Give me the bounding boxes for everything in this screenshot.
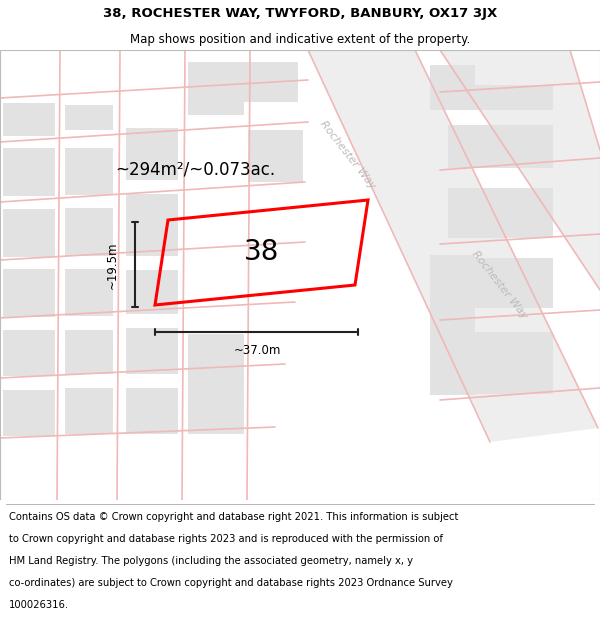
Text: 38: 38: [244, 238, 280, 266]
Bar: [3, 269, 55, 317]
Bar: [65, 148, 113, 195]
Bar: [126, 270, 178, 314]
Text: to Crown copyright and database rights 2023 and is reproduced with the permissio: to Crown copyright and database rights 2…: [9, 534, 443, 544]
Bar: [126, 128, 178, 180]
Bar: [126, 328, 178, 374]
Bar: [3, 330, 55, 376]
Bar: [188, 62, 298, 102]
Bar: [126, 194, 178, 256]
Bar: [3, 209, 55, 257]
Bar: [188, 87, 244, 115]
Bar: [448, 125, 553, 168]
Text: co-ordinates) are subject to Crown copyright and database rights 2023 Ordnance S: co-ordinates) are subject to Crown copyr…: [9, 578, 453, 588]
Bar: [448, 188, 553, 238]
Bar: [3, 103, 55, 136]
Bar: [65, 105, 113, 130]
Text: Rochester Way: Rochester Way: [319, 119, 377, 191]
Bar: [448, 258, 553, 308]
Text: Map shows position and indicative extent of the property.: Map shows position and indicative extent…: [130, 32, 470, 46]
Bar: [126, 388, 178, 434]
Bar: [65, 208, 113, 256]
Text: ~37.0m: ~37.0m: [233, 344, 281, 356]
Polygon shape: [440, 50, 600, 290]
Text: HM Land Registry. The polygons (including the associated geometry, namely x, y: HM Land Registry. The polygons (includin…: [9, 556, 413, 566]
Bar: [248, 130, 303, 182]
Bar: [65, 330, 113, 374]
Bar: [3, 148, 55, 196]
Bar: [430, 65, 475, 110]
Text: ~294m²/~0.073ac.: ~294m²/~0.073ac.: [115, 161, 275, 179]
Text: ~19.5m: ~19.5m: [106, 241, 119, 289]
Polygon shape: [308, 50, 598, 442]
Bar: [188, 334, 244, 434]
Bar: [65, 388, 113, 434]
Text: 38, ROCHESTER WAY, TWYFORD, BANBURY, OX17 3JX: 38, ROCHESTER WAY, TWYFORD, BANBURY, OX1…: [103, 8, 497, 21]
Bar: [430, 255, 475, 395]
Bar: [65, 269, 113, 316]
Text: Rochester Way: Rochester Way: [470, 249, 530, 321]
Text: Contains OS data © Crown copyright and database right 2021. This information is : Contains OS data © Crown copyright and d…: [9, 512, 458, 522]
Text: 100026316.: 100026316.: [9, 600, 69, 610]
Bar: [448, 85, 553, 110]
Bar: [3, 390, 55, 436]
Bar: [448, 332, 553, 394]
